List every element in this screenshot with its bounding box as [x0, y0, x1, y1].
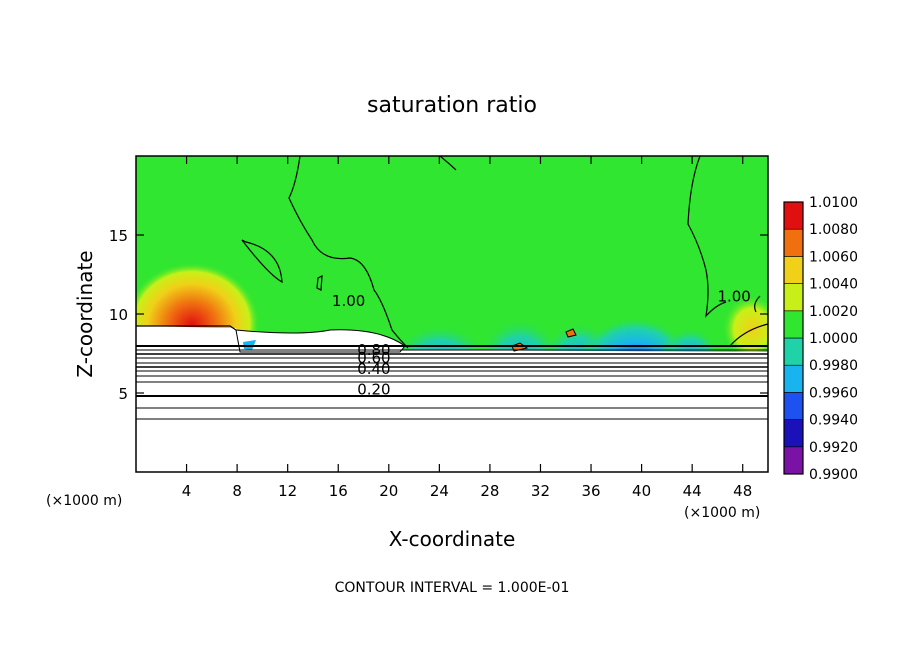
colorbar-swatch — [783, 283, 804, 312]
contour-interval-note: CONTOUR INTERVAL = 1.000E-01 — [335, 580, 570, 596]
colorbar-label: 0.9920 — [809, 440, 858, 456]
colorbar-swatch — [783, 446, 804, 475]
x-tick-label: 36 — [581, 482, 600, 500]
moist-layer-lines — [136, 345, 768, 420]
orange-blob-2 — [565, 328, 577, 338]
y-tick-label: 5 — [118, 385, 128, 403]
x-unit-label-left: (×1000 m) — [46, 493, 122, 509]
colorbar-label: 1.0000 — [809, 331, 858, 347]
supersaturated-patch-east — [722, 288, 768, 356]
x-unit-label-right: (×1000 m) — [684, 505, 760, 521]
x-tick-label: 12 — [278, 482, 297, 500]
colorbar-label: 0.9980 — [809, 358, 858, 374]
x-tick-label: 16 — [329, 482, 348, 500]
contour-1.00-c — [241, 239, 283, 284]
colorbar-swatch — [783, 392, 804, 420]
x-tick-label: 40 — [632, 482, 651, 500]
colorbar-label: 0.9960 — [809, 385, 858, 401]
contour-1.00-e — [687, 156, 727, 318]
colorbar-label: 0.9900 — [809, 467, 858, 483]
colorbar-swatch — [783, 337, 804, 366]
colorbar-swatch — [783, 419, 804, 448]
x-tick-label: 44 — [683, 482, 702, 500]
colorbar-label: 1.0100 — [809, 195, 858, 211]
chart-title: saturation ratio — [367, 93, 537, 118]
contour-label: 0.20 — [357, 381, 390, 399]
contour-1.00-a — [288, 156, 409, 349]
contour-label: 0.60 — [357, 349, 390, 367]
colorbar-swatch — [783, 364, 804, 393]
x-tick-label: 28 — [480, 482, 499, 500]
x-tick-label: 4 — [182, 482, 192, 500]
colorbar-label: 1.0040 — [809, 277, 858, 293]
cloud-top-outline — [136, 325, 237, 331]
colorbar-swatch — [783, 228, 804, 257]
x-tick-label: 48 — [733, 482, 752, 500]
plot-area: 1.00 1.00 0.800.600.40 0.20 — [136, 156, 768, 472]
y-tick-label: 10 — [109, 306, 128, 324]
contour-label: 0.80 — [357, 341, 390, 359]
colorbar-swatch — [783, 201, 804, 230]
colorbar-swatch — [783, 310, 804, 339]
colorbar-swatch — [783, 256, 804, 284]
y-axis-ticks: 5 10 15 — [109, 227, 768, 403]
x-tick-label: 20 — [379, 482, 398, 500]
x-tick-label: 8 — [232, 482, 242, 500]
colorbar-label: 0.9940 — [809, 413, 858, 429]
contour-label: 1.00 — [332, 292, 365, 310]
east-outline — [729, 323, 768, 347]
colorbar-frame — [783, 201, 804, 475]
colorbar-label: 1.0080 — [809, 222, 858, 238]
contour-labels: 1.00 1.00 0.800.600.40 0.20 — [332, 287, 751, 399]
contour-1.00-f — [754, 295, 761, 313]
subsaturated-patch-5 — [660, 306, 720, 366]
x-axis-label: X-coordinate — [389, 527, 516, 551]
x-tick-label: 32 — [531, 482, 550, 500]
contour-label: 1.00 — [717, 287, 750, 305]
contour-1.00-d — [316, 274, 323, 291]
colorbar-label: 1.0060 — [809, 249, 858, 265]
contour-label: 0.40 — [357, 360, 390, 378]
y-tick-label: 15 — [109, 227, 128, 245]
x-tick-label: 24 — [430, 482, 449, 500]
y-axis-label: Z-coordinate — [73, 250, 97, 377]
x-axis-ticks: 4 8 12 16 20 24 28 32 36 40 44 48 — [182, 156, 752, 500]
colorbar-label: 1.0020 — [809, 304, 858, 320]
contour-1.00-b — [439, 156, 457, 171]
colorbar: 0.9900 0.9920 0.9940 0.9960 0.9980 1.0000 1.00… — [783, 195, 858, 483]
